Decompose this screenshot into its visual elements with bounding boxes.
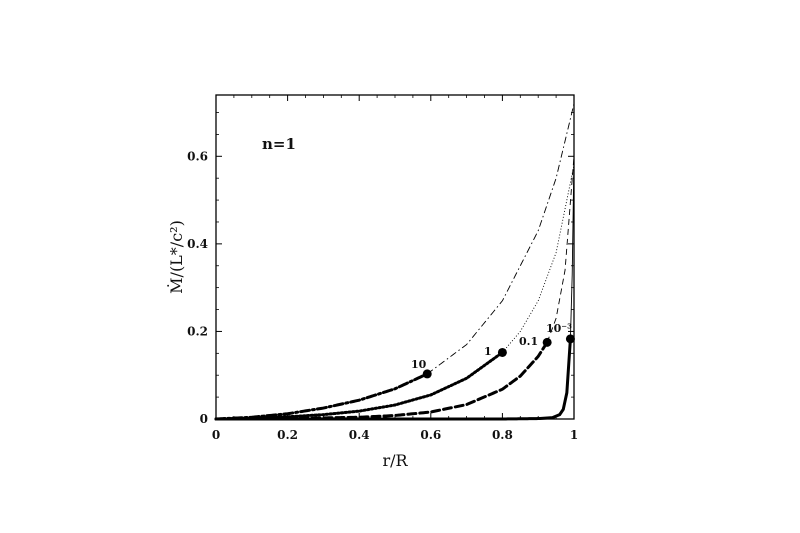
y-tick-label: 0.2	[187, 324, 208, 338]
x-tick-label: 0.6	[420, 428, 441, 442]
x-tick-label: 0.8	[492, 428, 513, 442]
curve-0-thick	[214, 372, 429, 421]
curve-markers	[422, 334, 575, 379]
x-tick-label: 0.2	[277, 428, 298, 442]
y-tick-label: 0.4	[187, 237, 208, 251]
marker-3	[565, 334, 575, 344]
x-axis-label: r/R	[382, 451, 408, 470]
curve-0-thin	[426, 103, 575, 375]
curve-1-thin	[502, 164, 575, 353]
marker-1	[497, 347, 507, 357]
y-tick-label: 0	[200, 412, 208, 426]
curve-label-0-1: 0.1	[519, 335, 538, 348]
marker-2	[542, 337, 552, 347]
curve-3-thick	[214, 337, 572, 421]
annotation-n: n=1	[262, 135, 296, 153]
curves	[214, 103, 575, 421]
x-axis-ticks: 0 0.2 0.4 0.6 0.8 1	[212, 95, 578, 442]
curve-label-1: 1	[484, 345, 492, 358]
curve-1-thick	[214, 350, 504, 421]
y-axis-ticks: 0 0.2 0.4 0.6	[187, 112, 574, 426]
curve-label-1e-3: 10⁻³	[546, 322, 572, 335]
curve-label-10: 10	[411, 358, 427, 371]
y-axis-label: Ṁ/(L*/c²)	[166, 220, 186, 294]
x-tick-label: 0	[212, 428, 220, 442]
x-tick-label: 0.4	[349, 428, 370, 442]
marker-0	[422, 369, 432, 379]
x-tick-label: 1	[570, 428, 578, 442]
curve-2-thin	[546, 156, 575, 343]
y-tick-label: 0.6	[187, 149, 208, 163]
curve-3-thin	[569, 156, 575, 339]
